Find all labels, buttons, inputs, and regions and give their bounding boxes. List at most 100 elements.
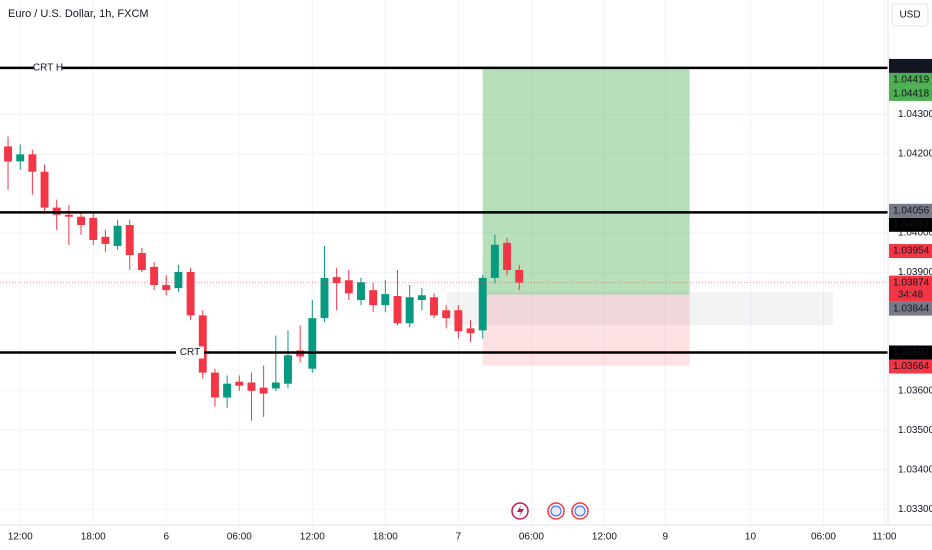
line-label-bg bbox=[176, 346, 204, 359]
price-tag bbox=[889, 345, 932, 360]
price-tag bbox=[889, 72, 932, 87]
price-tag bbox=[889, 275, 932, 302]
price-tag-label: 1.04423 bbox=[893, 61, 930, 72]
candle-body bbox=[125, 225, 134, 255]
price-tag-label: 1.03954 bbox=[893, 246, 930, 257]
candle-body bbox=[271, 382, 280, 389]
x-tick-label: 18:00 bbox=[373, 532, 398, 543]
price-tag-label: 1.04056 bbox=[893, 205, 930, 216]
candle-body bbox=[381, 294, 390, 306]
x-tick-label: 18:00 bbox=[81, 532, 106, 543]
countdown: 34:48 bbox=[898, 289, 923, 300]
candle-body bbox=[101, 236, 110, 244]
x-tick-label: 12:00 bbox=[592, 532, 617, 543]
event-icon-glyph bbox=[550, 505, 562, 517]
x-tick-label: 06:00 bbox=[811, 532, 836, 543]
price-tag-label: 1.03664 bbox=[893, 361, 930, 372]
candle-body bbox=[284, 355, 292, 384]
price-tag bbox=[889, 301, 932, 316]
y-tick-label: 1.03600 bbox=[898, 385, 932, 396]
price-axis: 1.03300 1.03400 1.03500 1.03600 1.03900 1.040… bbox=[889, 58, 932, 515]
candle-body bbox=[344, 280, 353, 294]
grid bbox=[0, 0, 888, 525]
line-label: CRT bbox=[180, 347, 200, 358]
currency: USD bbox=[899, 10, 920, 21]
price-tag-label: 1.04418 bbox=[893, 89, 930, 100]
candle-body bbox=[113, 225, 122, 246]
line-label-bg bbox=[34, 61, 62, 74]
price-tag-label: 1.04419 bbox=[893, 75, 930, 86]
candle-body bbox=[369, 290, 378, 306]
candle-body bbox=[490, 244, 499, 278]
candle-body bbox=[28, 154, 37, 172]
candle-body bbox=[503, 242, 512, 270]
candle-body bbox=[454, 310, 463, 332]
price-tag bbox=[889, 217, 932, 232]
candle-body bbox=[259, 387, 268, 394]
range-box bbox=[447, 292, 833, 325]
y-tick-label: 1.04300 bbox=[898, 109, 932, 120]
x-tick-label: 6 bbox=[163, 532, 169, 543]
x-tick-label: 9 bbox=[662, 532, 668, 543]
chart-title: Euro / U.S. Dollar, 1h, FXCM bbox=[8, 8, 149, 20]
candle-body bbox=[442, 310, 451, 319]
candle-body bbox=[357, 282, 365, 300]
candle-body bbox=[4, 146, 12, 162]
x-tick-label: 12:00 bbox=[8, 532, 33, 543]
y-tick-label: 1.04200 bbox=[898, 149, 932, 160]
y-tick-label: 1.03900 bbox=[898, 267, 932, 278]
x-tick-label: 06:00 bbox=[519, 532, 544, 543]
candle-body bbox=[198, 315, 207, 373]
x-tick-label: 06:00 bbox=[227, 532, 252, 543]
horizontal-lines: CRT H CRT bbox=[0, 61, 888, 359]
candle-body bbox=[430, 297, 438, 316]
candle-body bbox=[478, 277, 487, 331]
x-tick-label: 12:00 bbox=[300, 532, 325, 543]
candle-body bbox=[162, 285, 171, 291]
candle-body bbox=[320, 277, 329, 319]
candle-body bbox=[64, 214, 73, 217]
candle-body bbox=[247, 382, 256, 391]
event-icons bbox=[511, 502, 589, 520]
x-tick-label: 7 bbox=[456, 532, 462, 543]
candle-body bbox=[417, 295, 426, 300]
candle-body bbox=[89, 217, 98, 240]
candle-body bbox=[210, 372, 219, 398]
price-tag bbox=[889, 203, 932, 218]
y-tick-label: 1.03500 bbox=[898, 425, 932, 436]
y-tick-label: 1.04000 bbox=[898, 228, 932, 239]
candle-body bbox=[186, 271, 195, 316]
profit-zone bbox=[482, 67, 690, 295]
price-tag bbox=[889, 86, 932, 101]
candle-body bbox=[393, 296, 402, 324]
price-tag bbox=[889, 359, 932, 374]
candle-body bbox=[405, 297, 414, 324]
candle-body bbox=[466, 328, 475, 334]
y-tick-label: 1.03400 bbox=[898, 464, 932, 475]
price-tag bbox=[889, 244, 932, 259]
price-tag-label: 1.03697 bbox=[893, 347, 930, 358]
position-tool bbox=[482, 67, 690, 366]
line-label: CRT H bbox=[33, 63, 63, 74]
candle-body bbox=[77, 216, 86, 225]
candle-body bbox=[137, 253, 146, 270]
event-icon-glyph bbox=[574, 505, 586, 517]
currency-button[interactable] bbox=[891, 3, 929, 27]
candle-body bbox=[40, 171, 49, 208]
y-tick-label: 1.03300 bbox=[898, 504, 932, 515]
candle-body bbox=[308, 318, 317, 369]
price-tag-label: 1.03874 bbox=[893, 277, 930, 288]
candle-body bbox=[332, 277, 341, 284]
x-tick-label: 11:00 bbox=[872, 532, 897, 543]
candle-body bbox=[16, 154, 25, 162]
candle-body bbox=[515, 270, 524, 283]
candle-body bbox=[174, 271, 183, 289]
event-icon-glyph bbox=[517, 505, 524, 517]
candle-body bbox=[223, 383, 232, 398]
candle-body bbox=[235, 381, 244, 386]
candle-body bbox=[150, 266, 159, 285]
price-tag-label: 1.03844 bbox=[893, 303, 930, 314]
